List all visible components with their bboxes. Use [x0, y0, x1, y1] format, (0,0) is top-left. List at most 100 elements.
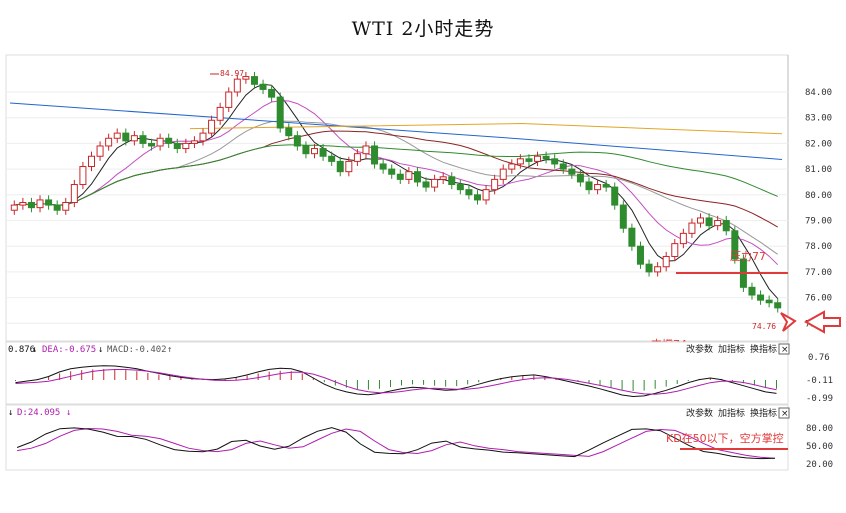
- candle-body: [568, 168, 576, 175]
- candle-body: [96, 145, 104, 157]
- candle-body: [19, 202, 27, 206]
- candle-body: [62, 202, 70, 211]
- candle-body: [113, 132, 121, 139]
- ma10-line: [14, 100, 779, 266]
- candle-body: [190, 140, 198, 144]
- macd-tick: -0.99: [806, 394, 833, 404]
- candle-body: [714, 220, 722, 227]
- candle-body: [439, 176, 447, 180]
- kd-tick: 50.00: [806, 442, 833, 452]
- moving-averages: [9, 83, 783, 299]
- macd-add-indicator-button[interactable]: 加指标: [718, 343, 745, 355]
- ma60-line: [14, 144, 778, 206]
- candle-body: [388, 168, 396, 175]
- price-tick: 82.00: [805, 139, 832, 149]
- candle-body: [628, 227, 636, 247]
- candle-body: [508, 163, 516, 170]
- price-tick: 78.00: [805, 242, 832, 252]
- kd-close-button[interactable]: [778, 407, 790, 419]
- kd-tick: 20.00: [806, 460, 833, 470]
- candle-body: [594, 184, 602, 191]
- candle-body: [105, 137, 113, 147]
- candle-body: [165, 137, 173, 144]
- candle-body: [268, 88, 276, 98]
- kd-d-arrow-icon: ↓: [66, 408, 71, 418]
- kd-d-line: [17, 427, 775, 459]
- candle-body: [671, 243, 679, 257]
- price-tick: 84.00: [805, 88, 832, 98]
- kd-plot: [16, 427, 775, 460]
- candle-body: [362, 145, 370, 155]
- candle-body: [122, 132, 130, 142]
- candle-body: [645, 263, 653, 273]
- candle-body: [482, 189, 490, 201]
- candle-body: [285, 127, 293, 137]
- kd-axis: 80.00 50.00 20.00: [806, 424, 833, 470]
- kd-tick: 80.00: [806, 424, 833, 434]
- candle-body: [422, 181, 430, 188]
- candle-body: [328, 155, 336, 162]
- price-grid: [6, 91, 788, 324]
- macd-dea-value: DEA:-0.675: [42, 345, 96, 355]
- candle-body: [431, 178, 439, 188]
- candle-body: [148, 142, 156, 147]
- candle-body: [233, 78, 241, 93]
- macd-close-button[interactable]: [778, 343, 790, 355]
- macd-dif-arrow-icon: ↓: [32, 345, 37, 355]
- candle-body: [79, 166, 87, 186]
- macd-plot: [15, 365, 777, 398]
- candle-body: [499, 168, 507, 180]
- macd-dea-line: [15, 369, 777, 395]
- candle-body: [705, 217, 713, 227]
- chart-title: WTI 2小时走势: [351, 18, 495, 40]
- candle-body: [27, 202, 35, 209]
- candle-body: [293, 135, 301, 147]
- candle-body: [473, 194, 481, 201]
- price-tick: 79.00: [805, 217, 832, 227]
- candle-body: [45, 199, 53, 206]
- candle-body: [242, 76, 250, 80]
- candle-body: [70, 184, 78, 204]
- macd-close-icon: ×: [781, 345, 789, 355]
- candle-body: [302, 145, 310, 155]
- candle-body: [697, 217, 705, 224]
- candle-body: [10, 204, 18, 211]
- candle-body: [87, 155, 95, 168]
- candle-body: [250, 76, 258, 85]
- candle-body: [199, 132, 207, 142]
- price-tick: 80.00: [805, 191, 832, 201]
- kd-params-button[interactable]: 改参数: [686, 407, 713, 419]
- candle-body: [456, 184, 464, 191]
- kd-down-arrow-icon: ↓: [8, 408, 13, 418]
- candle-body: [662, 255, 670, 268]
- kd-k-line: [16, 427, 775, 460]
- macd-switch-indicator-button[interactable]: 换指标: [750, 343, 777, 355]
- kd-switch-indicator-button[interactable]: 换指标: [750, 407, 777, 419]
- candle-body: [491, 178, 499, 191]
- candle-body: [765, 299, 773, 304]
- macd-dif-value: 0.876: [8, 345, 35, 355]
- candle-body: [276, 96, 284, 129]
- candle-body: [225, 91, 233, 108]
- candle-body: [379, 163, 387, 170]
- candle-body: [345, 160, 353, 173]
- resistance-label: 压力77: [730, 250, 766, 263]
- kd-add-indicator-button[interactable]: 加指标: [718, 407, 745, 419]
- candlesticks: [10, 71, 782, 313]
- kd-annotation: KD在50以下，空方掌控: [666, 431, 784, 445]
- candle-body: [130, 135, 138, 142]
- price-tick: 83.00: [805, 114, 832, 124]
- candle-body: [182, 142, 190, 150]
- candle-body: [611, 186, 619, 206]
- kd-close-icon: ×: [781, 409, 789, 419]
- macd-tick: 0.76: [808, 353, 830, 363]
- candle-body: [585, 181, 593, 191]
- candle-body: [731, 230, 739, 260]
- macd-params-button[interactable]: 改参数: [686, 343, 713, 355]
- candle-body: [259, 83, 267, 90]
- low-marker: 74.76: [752, 322, 776, 331]
- candle-body: [156, 137, 164, 147]
- candle-body: [319, 148, 327, 157]
- candle-body: [311, 148, 319, 155]
